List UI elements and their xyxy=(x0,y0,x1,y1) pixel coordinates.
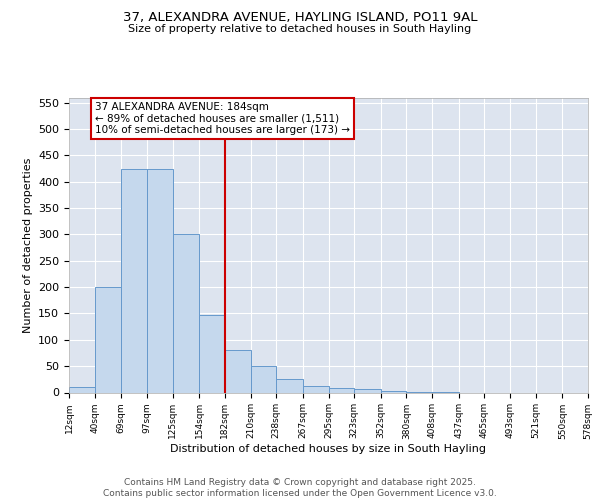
Bar xyxy=(121,168,147,392)
Bar xyxy=(173,234,199,392)
Text: Size of property relative to detached houses in South Hayling: Size of property relative to detached ho… xyxy=(128,24,472,34)
Bar xyxy=(354,389,381,392)
Bar xyxy=(251,366,276,392)
Text: 37 ALEXANDRA AVENUE: 184sqm
← 89% of detached houses are smaller (1,511)
10% of : 37 ALEXANDRA AVENUE: 184sqm ← 89% of det… xyxy=(95,102,350,135)
Bar xyxy=(95,287,121,393)
Bar xyxy=(276,380,303,392)
Bar xyxy=(69,387,95,392)
Bar xyxy=(303,386,329,392)
Text: Contains HM Land Registry data © Crown copyright and database right 2025.
Contai: Contains HM Land Registry data © Crown c… xyxy=(103,478,497,498)
X-axis label: Distribution of detached houses by size in South Hayling: Distribution of detached houses by size … xyxy=(170,444,487,454)
Bar xyxy=(199,314,225,392)
Y-axis label: Number of detached properties: Number of detached properties xyxy=(23,158,32,332)
Bar xyxy=(381,391,406,392)
Text: 37, ALEXANDRA AVENUE, HAYLING ISLAND, PO11 9AL: 37, ALEXANDRA AVENUE, HAYLING ISLAND, PO… xyxy=(123,11,477,24)
Bar xyxy=(329,388,354,392)
Bar xyxy=(147,168,173,392)
Bar xyxy=(225,350,251,393)
